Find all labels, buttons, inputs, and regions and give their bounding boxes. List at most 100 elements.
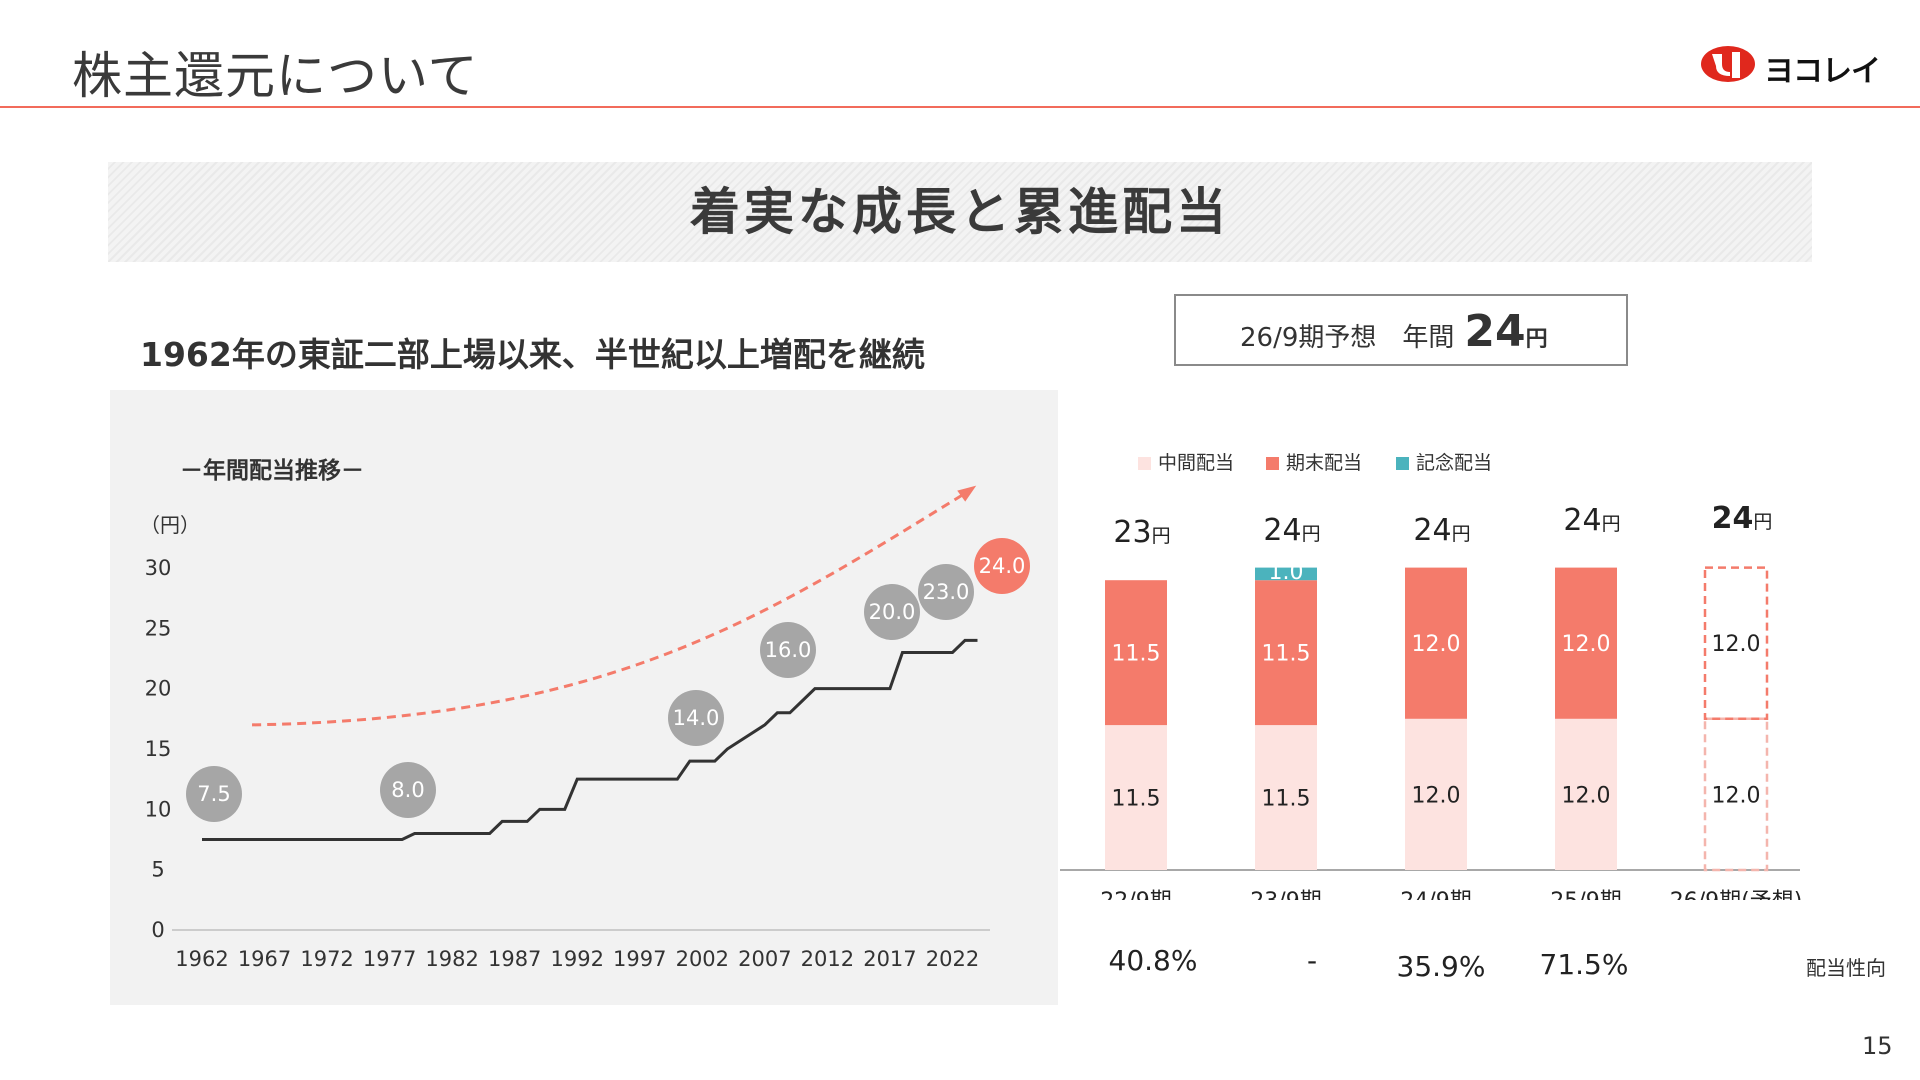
bar-total-unit: 円 <box>1452 523 1471 545</box>
bar-total-value: 23 <box>1113 515 1151 550</box>
x-tick-label: 1962 <box>175 947 228 971</box>
dividend-history-chart: －年間配当推移－ （円） 0 5 10 15 20 25 30 1962 1967 1972 1977 1… <box>140 457 1030 971</box>
bar-segment-year-end <box>1405 567 1467 719</box>
category-label: 24/9期 <box>1400 889 1471 900</box>
y-tick-label: 10 <box>145 797 172 821</box>
category-label: 26/9期(予想) <box>1670 889 1803 900</box>
value-bubble <box>760 622 816 678</box>
dividend-history-panel: －年間配当推移－ （円） 0 5 10 15 20 25 30 1962 1967 1972 1977 1… <box>110 390 1058 1005</box>
legend-swatch-commemorative <box>1396 457 1409 470</box>
x-tick-label: 2017 <box>863 947 916 971</box>
value-bubble <box>380 762 436 818</box>
value-bubble-label: 23.0 <box>923 580 970 604</box>
value-bubble-label: 24.0 <box>979 554 1026 578</box>
legend-label: 期末配当 <box>1286 452 1362 474</box>
forecast-value: 24 <box>1464 306 1526 357</box>
bar-segment-year-end <box>1555 567 1617 719</box>
bar-segment-label: 1.0 <box>1269 560 1304 585</box>
bar-segment-year-end <box>1255 580 1317 726</box>
bar-total-value: 24 <box>1563 503 1601 538</box>
title-divider <box>0 106 1920 108</box>
y-tick-label: 30 <box>145 556 172 580</box>
y-axis-label: （円） <box>140 513 200 537</box>
value-bubble-label: 8.0 <box>391 778 424 802</box>
bar-segment-label: 11.5 <box>1262 642 1311 667</box>
x-tick-label: 2022 <box>926 947 979 971</box>
bar-segment-interim <box>1105 725 1167 870</box>
category-label: 22/9期 <box>1100 889 1171 900</box>
legend-swatch-interim <box>1138 457 1151 470</box>
logo-text: ヨコレイ <box>1764 54 1881 89</box>
x-tick-label: 2002 <box>676 947 729 971</box>
dividend-bar-chart: 中間配当期末配当記念配当11.511.523円22/9期11.511.51.02… <box>1060 451 1803 900</box>
y-tick-label: 25 <box>145 616 172 640</box>
company-logo: ヨコレイ <box>1700 44 1886 89</box>
page-number: 15 <box>1862 1032 1893 1060</box>
dividend-series-line <box>202 638 978 841</box>
bar-segment-year-end <box>1105 580 1167 726</box>
section-subtitle: 1962年の東証二部上場以来、半世紀以上増配を継続 <box>140 335 925 374</box>
value-bubble-label: 14.0 <box>673 706 720 730</box>
bar-total-label: 24円 <box>1413 513 1470 548</box>
payout-ratio-value: 35.9% <box>1396 950 1486 983</box>
x-tick-label: 2012 <box>801 947 854 971</box>
bar-total-label: 24円 <box>1263 513 1320 548</box>
page-title: 株主還元について <box>72 47 479 105</box>
bar-segment-year-end <box>1703 566 1769 721</box>
bar-segment-interim <box>1255 725 1317 870</box>
value-bubble <box>864 584 920 640</box>
bar-segment-commemorative <box>1255 567 1317 581</box>
bar-segment-label: 12.0 <box>1712 783 1761 808</box>
bar-total-unit: 円 <box>1302 523 1321 545</box>
payout-ratio-value: 71.5% <box>1539 948 1629 981</box>
trend-arrow-line <box>252 488 973 727</box>
x-tick-label: 2007 <box>738 947 791 971</box>
bar-segment-label: 12.0 <box>1562 632 1611 657</box>
y-tick-label: 5 <box>151 858 164 882</box>
y-tick-label: 0 <box>151 918 164 942</box>
x-tick-label: 1992 <box>551 947 604 971</box>
headline-text: 着実な成長と累進配当 <box>690 183 1230 241</box>
chart-title: －年間配当推移－ <box>180 457 364 484</box>
bar-segment-label: 12.0 <box>1712 632 1761 657</box>
value-bubble <box>918 564 974 620</box>
bar-total-unit: 円 <box>1753 511 1772 533</box>
forecast-box: 26/9期予想 年間 24円 <box>1174 294 1628 366</box>
bar-segment-label: 11.5 <box>1112 787 1161 812</box>
legend-label: 記念配当 <box>1416 451 1492 474</box>
x-tick-label: 1972 <box>300 947 353 971</box>
x-tick-label: 1982 <box>425 947 478 971</box>
bar-segment-label: 12.0 <box>1562 783 1611 808</box>
bar-segment-interim <box>1555 718 1617 870</box>
category-label: 25/9期 <box>1550 889 1621 900</box>
bar-total-unit: 円 <box>1152 525 1171 547</box>
bar-total-value: 24 <box>1712 501 1754 536</box>
legend-label: 中間配当 <box>1158 452 1234 474</box>
trend-arrow-head-icon <box>957 485 977 502</box>
headline-banner: 着実な成長と累進配当 <box>108 162 1812 262</box>
value-bubble-label: 20.0 <box>869 600 916 624</box>
x-tick-label: 1977 <box>363 947 416 971</box>
logo-mark-icon <box>1701 46 1755 82</box>
x-tick-label: 1967 <box>238 947 291 971</box>
bar-total-unit: 円 <box>1602 513 1621 535</box>
y-tick-label: 20 <box>145 677 172 701</box>
forecast-unit: 円 <box>1525 327 1548 352</box>
forecast-label: 26/9期予想 年間 <box>1240 323 1455 353</box>
bar-total-label: 24円 <box>1712 501 1773 536</box>
value-bubble-label: 16.0 <box>765 638 812 662</box>
bar-total-label: 23円 <box>1113 515 1170 550</box>
bar-total-value: 24 <box>1263 513 1301 548</box>
payout-ratio-value: 40.8% <box>1108 944 1198 977</box>
bar-segment-label: 11.5 <box>1262 787 1311 812</box>
bar-total-label: 24円 <box>1563 503 1620 538</box>
category-label: 23/9期 <box>1250 889 1321 900</box>
y-tick-label: 15 <box>145 737 172 761</box>
legend-swatch-year-end <box>1266 457 1279 470</box>
bar-segment-interim <box>1703 717 1769 872</box>
value-bubble <box>668 690 724 746</box>
value-bubble <box>186 766 242 822</box>
bar-segment-label: 12.0 <box>1412 632 1461 657</box>
payout-ratio-value: - <box>1306 944 1318 977</box>
bar-total-value: 24 <box>1413 513 1451 548</box>
